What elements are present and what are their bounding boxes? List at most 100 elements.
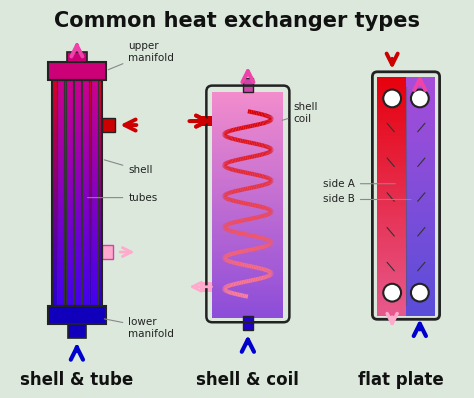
Bar xyxy=(91,109,98,113)
Bar xyxy=(52,80,101,306)
Bar xyxy=(377,181,406,185)
Bar xyxy=(74,121,81,124)
Bar xyxy=(377,110,406,114)
Bar xyxy=(82,245,89,249)
Bar xyxy=(212,285,283,289)
Bar xyxy=(212,289,283,293)
Bar xyxy=(82,141,89,144)
Bar xyxy=(57,159,64,163)
Bar xyxy=(74,225,81,228)
Bar xyxy=(406,302,435,306)
Bar xyxy=(91,166,98,170)
Bar xyxy=(66,89,73,92)
Bar xyxy=(66,98,73,101)
Bar xyxy=(52,279,101,283)
Bar xyxy=(52,161,101,165)
Bar xyxy=(66,166,73,170)
Bar xyxy=(82,123,89,127)
Bar xyxy=(52,257,101,260)
Bar xyxy=(406,107,435,111)
Bar xyxy=(57,193,64,197)
Bar xyxy=(91,248,98,251)
Bar xyxy=(91,98,98,101)
Bar xyxy=(67,52,87,62)
Bar xyxy=(74,216,81,220)
Bar xyxy=(82,96,89,100)
Bar xyxy=(52,134,101,138)
Bar xyxy=(52,177,101,181)
Bar xyxy=(82,157,89,160)
Bar xyxy=(82,125,89,129)
Bar xyxy=(91,86,98,90)
Bar xyxy=(57,291,64,295)
Bar xyxy=(406,260,435,263)
Bar xyxy=(52,238,101,242)
Bar xyxy=(91,175,98,179)
Bar xyxy=(377,131,406,135)
Bar xyxy=(82,91,89,95)
Bar xyxy=(74,191,81,195)
Bar xyxy=(406,165,435,168)
Bar xyxy=(52,91,101,95)
Bar xyxy=(406,143,435,147)
Bar xyxy=(406,241,435,244)
Bar xyxy=(74,96,81,100)
Bar xyxy=(212,314,283,318)
Bar xyxy=(212,220,283,223)
Bar xyxy=(57,93,64,97)
Bar xyxy=(406,193,435,197)
Bar xyxy=(57,268,64,272)
Bar xyxy=(406,200,435,204)
Bar xyxy=(91,125,98,129)
Bar xyxy=(52,184,101,188)
Bar xyxy=(406,219,435,223)
Bar xyxy=(66,107,73,111)
Bar xyxy=(91,270,98,274)
Bar xyxy=(377,222,406,226)
Bar xyxy=(66,157,73,160)
Bar xyxy=(52,286,101,290)
Bar xyxy=(57,270,64,274)
Bar xyxy=(66,291,73,295)
Bar xyxy=(377,183,406,187)
Bar xyxy=(74,175,81,179)
Bar xyxy=(82,150,89,154)
Bar xyxy=(57,184,64,188)
Bar xyxy=(82,275,89,279)
Bar xyxy=(406,243,435,247)
Bar xyxy=(82,293,89,297)
Bar xyxy=(377,119,406,123)
Bar xyxy=(66,182,73,185)
Bar xyxy=(52,179,101,183)
Bar xyxy=(212,298,283,302)
Text: side A: side A xyxy=(323,179,395,189)
Bar xyxy=(406,179,435,183)
Bar xyxy=(74,134,81,138)
Bar xyxy=(377,236,406,240)
Bar xyxy=(91,127,98,131)
Bar xyxy=(406,255,435,259)
Bar xyxy=(52,186,101,190)
Bar xyxy=(52,241,101,244)
Bar xyxy=(212,242,283,246)
Bar xyxy=(91,148,98,152)
Bar xyxy=(212,211,283,215)
Bar xyxy=(52,277,101,281)
Bar xyxy=(406,115,435,119)
Bar xyxy=(57,134,64,138)
Bar xyxy=(212,181,283,185)
Bar xyxy=(212,184,283,187)
Bar xyxy=(406,195,435,199)
Bar xyxy=(57,161,64,165)
Bar xyxy=(91,273,98,276)
Bar xyxy=(82,127,89,131)
Bar xyxy=(57,220,64,224)
Bar xyxy=(377,96,406,100)
Bar xyxy=(82,286,89,290)
Bar xyxy=(57,279,64,283)
Bar xyxy=(212,303,283,306)
Bar xyxy=(74,116,81,120)
Bar xyxy=(57,84,64,88)
Bar xyxy=(91,198,98,201)
Bar xyxy=(91,265,98,269)
